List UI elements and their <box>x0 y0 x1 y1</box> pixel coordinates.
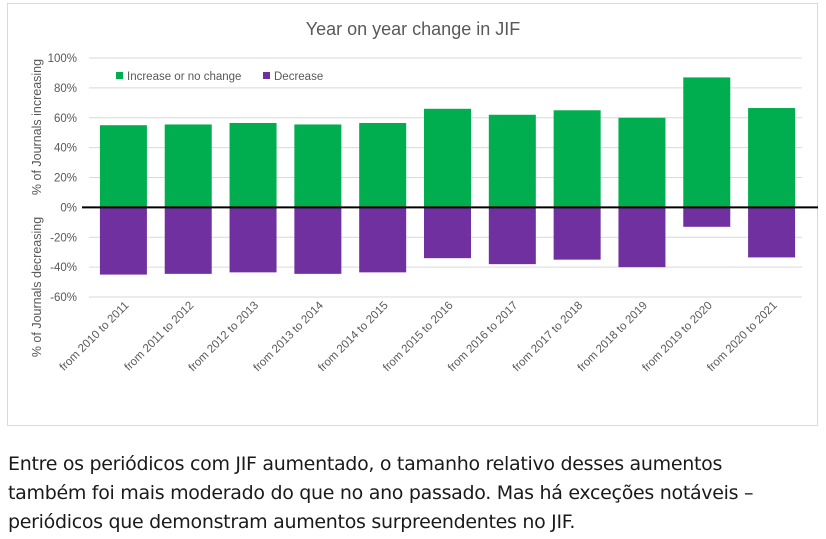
bar-decrease <box>164 207 212 274</box>
x-tick-label: from 2013 to 2014 <box>251 299 326 374</box>
x-tick-label: from 2018 to 2019 <box>576 300 650 374</box>
x-tick-label: from 2012 to 2013 <box>187 300 261 374</box>
y-axis-label-increasing: % of Journals increasing <box>30 59 44 195</box>
legend-swatch-decrease <box>263 72 270 79</box>
bar-decrease <box>229 207 277 273</box>
bar-decrease <box>294 207 342 274</box>
x-tick-label: from 2015 to 2016 <box>381 300 455 374</box>
x-tick-label: from 2011 to 2012 <box>122 300 196 374</box>
caption-line: Entre os periódicos com JIF aumentado, o… <box>8 453 723 475</box>
bar-increase <box>99 125 147 208</box>
bar-increase <box>359 122 407 208</box>
bar-decrease <box>99 207 147 275</box>
bar-decrease <box>488 207 536 265</box>
y-tick-label: 20% <box>54 173 77 185</box>
chart-title: Year on year change in JIF <box>306 19 520 39</box>
y-axis-label-decreasing: % of Journals decreasing <box>30 217 44 357</box>
y-tick-label: 80% <box>54 83 77 95</box>
bar-decrease <box>748 207 796 258</box>
y-tick-label: 100% <box>48 53 77 65</box>
legend-label-increase: Increase or no change <box>127 71 241 83</box>
caption-line: periódicos que demonstram aumentos surpr… <box>8 511 576 533</box>
y-tick-label: 0% <box>60 202 77 214</box>
bar-increase <box>748 108 796 208</box>
caption-line: também foi mais moderado do que no ano p… <box>8 482 754 504</box>
bar-increase <box>164 124 212 208</box>
y-tick-label: -40% <box>50 262 77 274</box>
bar-chart: Year on year change in JIF 100% 80% 60% 40%… <box>30 19 818 374</box>
bar-decrease <box>424 207 471 259</box>
bar-increase <box>488 114 536 208</box>
x-tick-label: from 2017 to 2018 <box>511 300 585 374</box>
y-tick-label: -60% <box>50 292 77 304</box>
y-tick-label: 40% <box>54 143 77 155</box>
y-axis-ticks: 100% 80% 60% 40% 20% 0% -20% -40% -60% <box>48 53 77 304</box>
y-tick-label: 60% <box>54 113 77 125</box>
caption-paragraph: Entre os periódicos com JIF aumentado, o… <box>8 450 818 537</box>
bar-decrease <box>359 207 407 273</box>
bar-increase <box>229 122 277 208</box>
bar-decrease <box>553 207 601 260</box>
x-tick-label: from 2010 to 2011 <box>58 300 132 374</box>
legend-swatch-increase <box>116 72 123 79</box>
x-tick-label: from 2019 to 2020 <box>640 300 714 374</box>
bar-decrease <box>683 207 731 227</box>
bars <box>99 77 796 275</box>
bar-decrease <box>618 207 666 268</box>
x-tick-label: from 2016 to 2017 <box>446 300 520 374</box>
bar-increase <box>294 124 342 208</box>
legend: Increase or no change Decrease <box>116 71 323 83</box>
bar-increase <box>683 77 731 208</box>
x-tick-label: from 2014 to 2015 <box>316 300 390 374</box>
x-tick-label: from 2020 to 2021 <box>705 300 779 374</box>
bar-increase <box>424 108 471 208</box>
bar-increase <box>553 110 601 208</box>
y-tick-label: -20% <box>50 232 77 244</box>
bar-increase <box>618 117 666 208</box>
legend-label-decrease: Decrease <box>274 71 323 83</box>
